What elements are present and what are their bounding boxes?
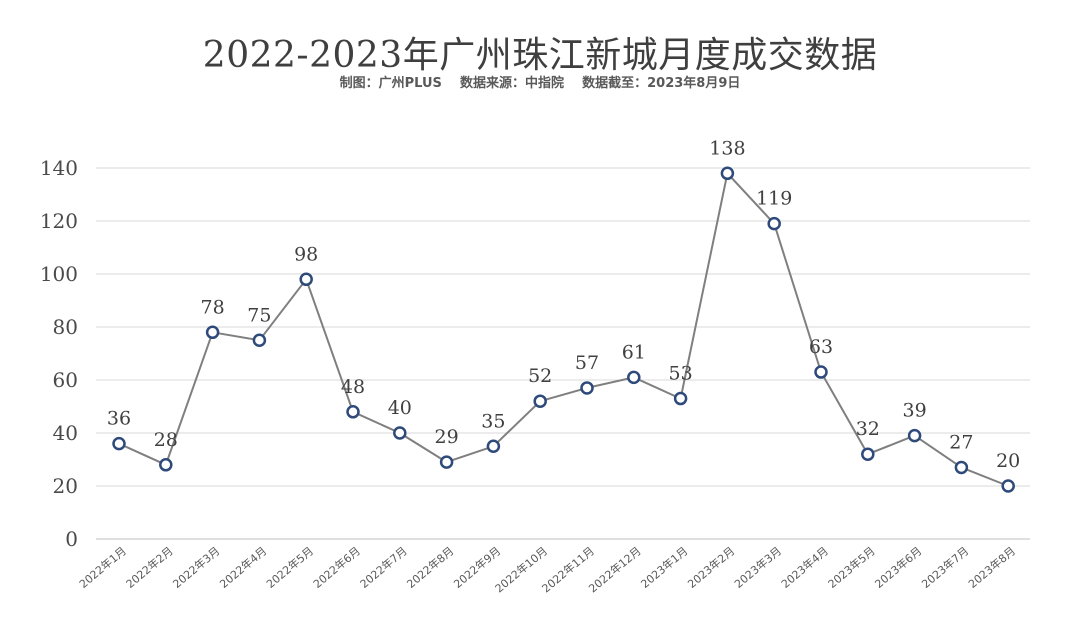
- data-label: 40: [388, 397, 412, 419]
- data-point: [159, 458, 173, 472]
- x-tick-label: 2022年2月: [123, 544, 176, 591]
- data-point: [205, 325, 220, 340]
- data-label: 35: [481, 410, 505, 432]
- data-label: 138: [709, 137, 745, 159]
- x-tick-label: 2023年4月: [778, 544, 831, 591]
- data-label: 28: [154, 429, 178, 451]
- data-point: [393, 426, 407, 440]
- data-point: [580, 381, 594, 395]
- data-point: [486, 439, 501, 453]
- x-tick-label: 2023年3月: [731, 544, 784, 591]
- data-point: [252, 333, 267, 347]
- data-point: [814, 365, 828, 379]
- data-label: 27: [949, 431, 973, 453]
- data-point: [1001, 479, 1015, 493]
- data-point: [439, 455, 454, 469]
- x-tick-label: 2022年6月: [310, 544, 363, 591]
- x-tick-label: 2023年6月: [872, 544, 925, 591]
- series-line: [118, 172, 1009, 487]
- data-labels: 36 28 78 75 98 48 40 29 35 52 57 61 53 138 119 63 32 39 27…: [107, 137, 1020, 472]
- data-point: [533, 394, 547, 408]
- data-label: 48: [341, 376, 365, 398]
- data-point: [299, 272, 313, 287]
- data-point: [907, 428, 922, 443]
- x-tick-label: 2023年7月: [919, 544, 972, 591]
- y-tick-label: 140: [40, 156, 78, 180]
- data-label: 32: [856, 418, 880, 440]
- y-tick-label: 40: [53, 421, 78, 445]
- data-label: 75: [247, 304, 271, 326]
- data-label: 61: [622, 341, 646, 363]
- x-tick-label: 2022年3月: [170, 544, 223, 591]
- data-label: 20: [996, 450, 1020, 472]
- data-points: [112, 166, 1015, 493]
- data-label: 57: [575, 352, 599, 374]
- x-axis-ticks: 2022年1月2022年2月2022年3月2022年4月2022年5月2022年…: [76, 544, 1018, 596]
- data-point: [767, 216, 781, 231]
- data-point: [861, 447, 875, 461]
- y-tick-label: 100: [40, 262, 78, 286]
- series-line-group: [118, 172, 1009, 487]
- x-tick-label: 2023年5月: [825, 544, 878, 591]
- data-point: [112, 436, 126, 451]
- data-point: [673, 391, 688, 406]
- x-tick-label: 2022年4月: [217, 544, 270, 591]
- y-tick-label: 120: [40, 209, 78, 233]
- data-label: 98: [294, 243, 318, 265]
- chart-subtitle: 制图：广州PLUS 数据来源：中指院 数据截至：2023年8月9日: [339, 76, 741, 91]
- data-label: 63: [809, 336, 833, 358]
- chart-title: 2022-2023年广州珠江新城月度成交数据: [202, 35, 878, 76]
- data-label: 29: [435, 426, 459, 448]
- x-tick-label: 2023年2月: [685, 544, 738, 591]
- x-tick-label: 2023年8月: [965, 544, 1018, 591]
- y-tick-label: 20: [53, 474, 78, 498]
- y-tick-label: 80: [53, 315, 78, 339]
- x-tick-label: 2023年1月: [638, 544, 691, 591]
- data-label: 119: [756, 188, 792, 210]
- data-label: 36: [107, 408, 131, 430]
- y-tick-label: 0: [65, 527, 78, 551]
- x-tick-label: 2022年7月: [357, 544, 410, 591]
- data-point: [627, 370, 641, 385]
- data-label: 78: [201, 296, 225, 318]
- data-label: 53: [669, 363, 693, 385]
- data-point: [954, 460, 969, 475]
- x-tick-label: 2022年5月: [263, 544, 316, 591]
- x-tick-label: 2022年1月: [76, 544, 129, 591]
- data-label: 52: [528, 365, 552, 387]
- y-tick-label: 60: [53, 368, 78, 392]
- data-point: [720, 166, 735, 181]
- data-label: 39: [903, 400, 927, 422]
- x-tick-label: 2022年8月: [404, 544, 457, 591]
- gridlines: [96, 167, 1030, 540]
- data-point: [346, 405, 360, 419]
- y-axis-ticks: 0 20 40 60 80 100 120 140: [40, 156, 78, 551]
